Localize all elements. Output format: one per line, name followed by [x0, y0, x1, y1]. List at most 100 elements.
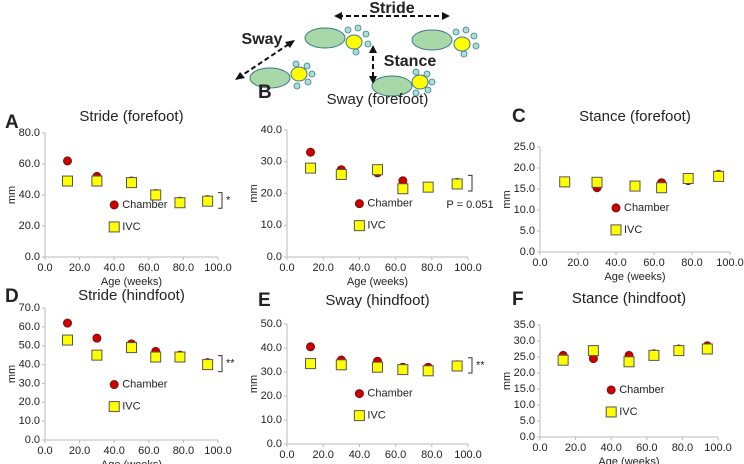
x-tick-label: 0.0: [532, 442, 547, 454]
x-tick-label: 0.0: [279, 262, 294, 274]
legend-swatch: [108, 221, 120, 233]
legend-swatch: [109, 200, 119, 210]
chamber-point: [62, 156, 72, 166]
x-axis-label: Age (weeks): [101, 459, 162, 464]
foot-pad: [345, 34, 363, 50]
foot-pad: [411, 29, 453, 51]
x-tick-label: 40.0: [103, 262, 124, 274]
x-tick-label: 100.0: [204, 445, 232, 457]
legend-swatch: [610, 224, 622, 236]
x-tick-label: 20.0: [312, 449, 333, 461]
legend-swatch: [109, 380, 119, 390]
legend-swatch: [354, 389, 364, 399]
y-axis-label: mm: [248, 375, 260, 393]
legend-label: Chamber: [122, 378, 168, 390]
x-tick-label: 60.0: [385, 449, 406, 461]
x-tick-label: 100.0: [454, 449, 482, 461]
x-axis-label: Age (weeks): [347, 463, 408, 464]
y-tick-label: 60.0: [19, 321, 40, 333]
legend-label: IVC: [122, 400, 140, 412]
ivc-point: [174, 351, 186, 363]
legend-swatch: [354, 199, 364, 209]
ivc-point: [305, 358, 317, 370]
y-tick-label: 30.0: [261, 156, 282, 168]
y-tick-label: 70.0: [19, 302, 40, 314]
y-tick-label: 0.0: [520, 431, 535, 443]
x-tick-label: 20.0: [69, 445, 90, 457]
y-tick-label: 40.0: [19, 189, 40, 201]
x-axis-label: Age (weeks): [101, 276, 162, 288]
x-tick-label: 80.0: [672, 442, 693, 454]
ivc-point: [91, 349, 103, 361]
x-tick-label: 100.0: [204, 262, 232, 274]
x-tick-label: 80.0: [681, 257, 702, 269]
ivc-point: [335, 359, 347, 371]
panel-label: C: [512, 106, 526, 127]
x-tick-label: 0.0: [37, 445, 52, 457]
ivc-point: [202, 195, 214, 207]
y-tick-label: 10.0: [261, 219, 282, 231]
x-tick-label: 20.0: [69, 262, 90, 274]
x-tick-label: 40.0: [605, 257, 626, 269]
y-tick-label: 15.0: [514, 383, 535, 395]
y-tick-label: 30.0: [514, 335, 535, 347]
y-tick-label: 0.0: [267, 251, 282, 263]
panel-label: B: [258, 82, 272, 103]
legend-label: IVC: [619, 406, 637, 418]
y-tick-label: 40.0: [19, 358, 40, 370]
bracket: [218, 192, 223, 209]
chamber-point: [306, 147, 316, 157]
x-tick-label: 100.0: [454, 262, 482, 274]
x-axis-label: Age (weeks): [347, 276, 408, 288]
y-tick-label: 10.0: [261, 414, 282, 426]
bracket: [468, 174, 473, 192]
legend-label: IVC: [367, 410, 385, 422]
x-tick-label: 60.0: [643, 257, 664, 269]
y-tick-label: 20.0: [19, 220, 40, 232]
ivc-point: [422, 365, 434, 377]
legend-label: Chamber: [624, 202, 670, 214]
chart-title: Sway (forefoot): [327, 91, 429, 108]
panel-label: F: [512, 289, 524, 310]
foot-pad: [304, 27, 346, 49]
y-axis-label: mm: [501, 190, 513, 208]
chart-title: Stride (forefoot): [79, 108, 183, 125]
legend-swatch: [605, 406, 617, 418]
ivc-point: [150, 189, 162, 201]
ivc-point: [682, 173, 694, 184]
ivc-point: [305, 162, 317, 174]
ivc-point: [701, 343, 713, 355]
y-tick-label: 10.0: [19, 415, 40, 427]
x-tick-label: 60.0: [138, 445, 159, 457]
ivc-point: [372, 164, 383, 176]
legend-swatch: [611, 203, 621, 213]
ivc-point: [91, 175, 103, 187]
ivc-point: [557, 354, 569, 366]
x-tick-label: 60.0: [138, 262, 159, 274]
ivc-point: [126, 342, 137, 354]
ivc-point: [623, 356, 635, 368]
ivc-point: [372, 361, 383, 373]
y-tick-label: 80.0: [19, 127, 40, 139]
ivc-point: [397, 364, 409, 376]
annotation: **: [226, 358, 235, 370]
legend-label: Chamber: [367, 388, 413, 400]
ivc-point: [202, 359, 214, 371]
ivc-point: [559, 176, 571, 188]
legend-label: Chamber: [367, 198, 413, 210]
annotation: *: [226, 194, 231, 206]
ivc-point: [587, 345, 599, 357]
ivc-point: [335, 168, 347, 180]
y-tick-label: 60.0: [19, 158, 40, 170]
x-tick-label: 0.0: [279, 449, 294, 461]
legend-label: Chamber: [122, 199, 168, 211]
y-axis-label: mm: [6, 365, 18, 383]
y-tick-label: 35.0: [514, 319, 535, 331]
ivc-point: [673, 345, 685, 357]
x-tick-label: 60.0: [385, 262, 406, 274]
y-tick-label: 20.0: [261, 187, 282, 199]
legend-label: Chamber: [619, 384, 665, 396]
chamber-point: [92, 333, 102, 343]
y-axis-label: mm: [6, 186, 18, 204]
ivc-point: [656, 182, 668, 194]
